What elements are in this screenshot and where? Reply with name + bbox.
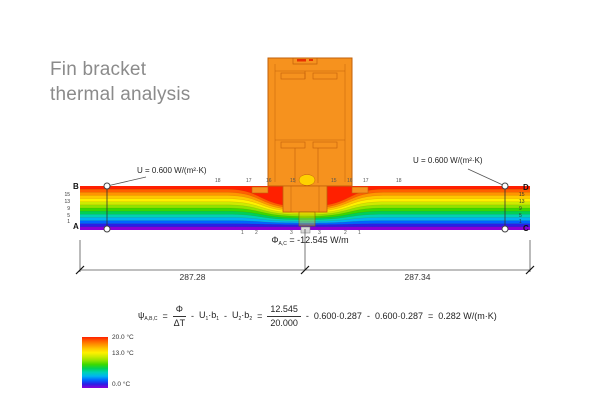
isotherm-label-bottom: 1 [241,230,244,236]
page-title-line2: thermal analysis [50,84,191,105]
node-marker [103,182,111,190]
corner-label-b: B [73,182,79,191]
node-marker [501,182,509,190]
u-value-label-left: U = 0.600 W/(m²·K) [137,166,207,175]
leader-line-right [467,168,506,187]
minus-sign: - [305,311,309,321]
minus-sign: - [190,311,194,321]
numeric-fraction: 12.545 20.000 [267,304,301,328]
edge-temp-tick-left: 13 [64,199,70,205]
dim-tick [75,265,85,275]
minus-sign: - [366,311,370,321]
phi-over-dt-fraction: Φ ΔT [172,304,186,328]
profile-body [267,57,353,187]
isotherm-label: 18 [215,178,221,184]
edge-temp-tick-left: 5 [67,213,70,219]
bracket-column [282,185,328,213]
temperature-legend-bar [82,337,108,388]
psi-result: 0.282 W/(m·K) [438,311,497,321]
u1b1-term: U1·b1 [198,310,220,322]
legend-label-mid: 13.0 °C [112,350,134,357]
heat-flow-annotation: ΦA,C = -12.545 W/m [245,236,375,247]
corner-label-c: C [523,224,529,233]
corner-label-a: A [73,222,79,231]
edge-temp-tick-right: 1 [519,219,522,225]
dim-tick [525,265,535,275]
psi-symbol: ψA,B,C [138,310,158,322]
isotherm-label-bottom: 1 [358,230,361,236]
thermal-break-notch [292,58,318,65]
edge-temp-tick-right: 15 [519,192,525,198]
isotherm-label-bottom: 3 [318,230,321,236]
isotherm-label: 15 [290,178,296,184]
isotherm-label: 16 [347,178,353,184]
u2b2-term: U2·b2 [232,310,253,322]
profile-flange-left [251,186,269,194]
edge-temp-tick-right: 9 [519,206,522,212]
dimension-value-right: 287.34 [404,272,431,282]
leader-line-left [106,176,147,187]
edge-temp-tick-left: 1 [67,219,70,225]
legend-label-min: 0.0 °C [112,381,131,388]
phi-value: = -12.545 W/m [289,235,349,245]
edge-temp-tick-left: 15 [64,192,70,198]
u-value-label-right: U = 0.600 W/(m²·K) [413,156,483,165]
hot-spot-mark [297,59,306,62]
numeric-term-1: 0.600·0.287 [313,311,362,321]
isotherm-label: 18 [396,178,402,184]
isotherm-label-bottom: 2 [255,230,258,236]
node-marker [501,225,509,233]
equals-sign: = [427,311,434,321]
corner-label-d: D [523,183,529,192]
mullion-profile [251,57,369,234]
page-title-line1: Fin bracket [50,59,147,80]
node-marker [103,225,111,233]
minus-sign: - [224,311,228,321]
numeric-term-2: 0.600·0.287 [374,311,423,321]
screw-warm-spot [298,174,316,186]
phi-symbol: Φ [271,235,279,245]
edge-temp-tick-right: 5 [519,213,522,219]
isotherm-label: 16 [266,178,272,184]
screw-stem [298,211,316,227]
dim-tick [300,265,310,275]
isotherm-label: 17 [363,178,369,184]
isotherm-label-bottom: 3 [290,230,293,236]
edge-temp-tick-right: 13 [519,199,525,205]
profile-flange-right [351,186,369,194]
page-title: Fin bracket thermal analysis [50,57,190,107]
screw-tip-tab [300,226,311,234]
dimension-value-left: 287.28 [179,272,206,282]
hot-spot-mark [309,59,313,61]
equals-sign: = [257,311,263,321]
legend-label-max: 20.0 °C [112,334,134,341]
isotherm-label-bottom: 2 [344,230,347,236]
phi-subscript: A,C [278,241,287,247]
psi-formula: ψA,B,C = Φ ΔT - U1·b1 - U2·b2 = 12.545 20.… [138,300,497,332]
isotherm-label: 17 [246,178,252,184]
equals-sign: = [162,311,168,321]
edge-temp-tick-left: 9 [67,206,70,212]
isotherm-label: 15 [331,178,337,184]
